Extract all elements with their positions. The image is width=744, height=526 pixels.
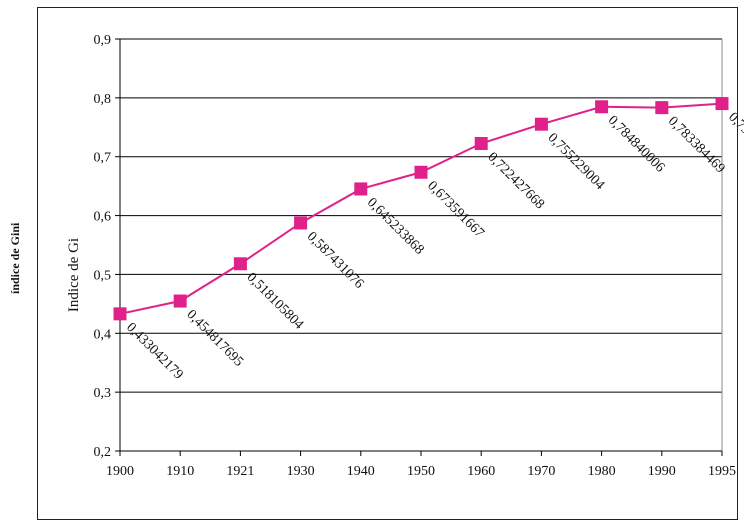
data-label: 0,790286748: [725, 110, 744, 173]
x-tick-label: 1980: [588, 464, 616, 479]
x-tick-label: 1995: [708, 464, 736, 479]
x-tick-label: 1990: [648, 464, 676, 479]
data-point: [534, 117, 548, 131]
x-tick-label: 1930: [287, 464, 315, 479]
data-point: [655, 101, 669, 115]
data-point: [294, 216, 308, 230]
x-tick-label: 1950: [407, 464, 435, 479]
x-tick-label: 1921: [226, 464, 254, 479]
y-tick-label: 0,5: [94, 268, 112, 283]
y-tick-label: 0,3: [94, 386, 112, 401]
data-point: [474, 137, 488, 151]
y-tick-label: 0,4: [94, 327, 112, 342]
data-point: [715, 97, 729, 111]
y-tick-label: 0,6: [94, 210, 112, 225]
x-tick-label: 1940: [347, 464, 375, 479]
data-point: [414, 165, 428, 179]
data-point: [233, 257, 247, 271]
y-tick-label: 0,9: [94, 33, 112, 48]
x-tick-label: 1970: [527, 464, 555, 479]
y-tick-label: 0,7: [94, 151, 112, 166]
x-tick-label: 1900: [106, 464, 134, 479]
y-tick-label: 0,2: [94, 445, 112, 460]
x-tick-label: 1910: [166, 464, 194, 479]
inner-y-axis-label: Indice de Gi: [66, 238, 82, 312]
data-point: [354, 182, 368, 196]
data-point: [595, 100, 609, 114]
chart-frame: [37, 7, 738, 520]
x-tick-label: 1960: [467, 464, 495, 479]
y-tick-label: 0,8: [94, 92, 112, 107]
data-point: [113, 307, 127, 321]
data-point: [173, 294, 187, 308]
